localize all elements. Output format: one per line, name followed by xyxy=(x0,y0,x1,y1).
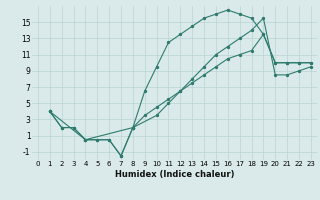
X-axis label: Humidex (Indice chaleur): Humidex (Indice chaleur) xyxy=(115,170,234,179)
